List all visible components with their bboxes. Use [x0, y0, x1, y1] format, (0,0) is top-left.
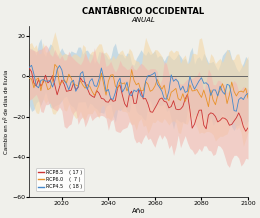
Y-axis label: Cambio en nº de dias de lluvia: Cambio en nº de dias de lluvia — [4, 70, 9, 154]
Legend: RCP8.5    ( 17 ), RCP6.0    (  7 ), RCP4.5    ( 18 ): RCP8.5 ( 17 ), RCP6.0 ( 7 ), RCP4.5 ( 18… — [36, 168, 84, 191]
X-axis label: Año: Año — [132, 208, 145, 214]
Text: CANTÁBRICO OCCIDENTAL: CANTÁBRICO OCCIDENTAL — [82, 7, 204, 15]
Text: ANUAL: ANUAL — [131, 17, 155, 24]
